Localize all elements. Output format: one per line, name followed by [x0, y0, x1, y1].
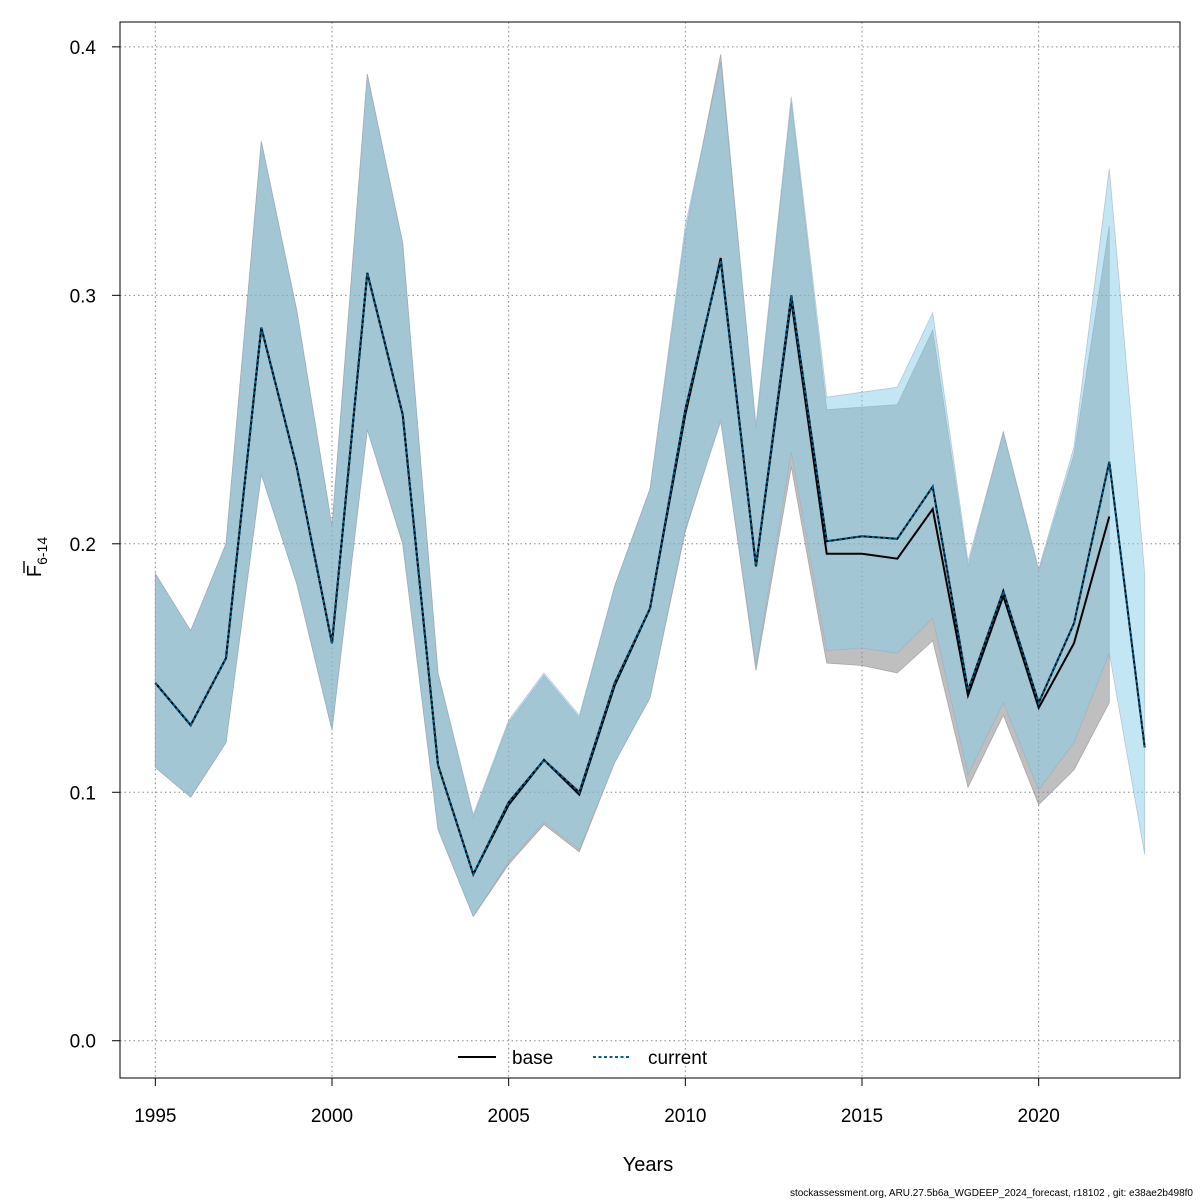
x-axis: 1995 2000 2005 2010 2015 2020 — [134, 1078, 1060, 1127]
y-tick-label-4: 0.4 — [70, 38, 97, 59]
x-tick-label-1995: 1995 — [134, 1106, 176, 1127]
y-axis: 0.0 0.1 0.2 0.3 0.4 — [70, 38, 120, 1053]
x-tick-label-2015: 2015 — [841, 1106, 883, 1127]
x-tick-label-2010: 2010 — [664, 1106, 706, 1127]
legend-current-label: current — [648, 1048, 708, 1069]
footer-caption: stockassessment.org, ARU.27.5b6a_WGDEEP_… — [790, 1188, 1193, 1199]
legend: base current — [458, 1048, 708, 1069]
y-axis-title: F6-14 — [23, 537, 50, 577]
series-lines — [154, 257, 1146, 877]
y-tick-label-2: 0.2 — [70, 535, 96, 556]
plot-frame — [119, 21, 1181, 1079]
svg-text:F6-14: F6-14 — [24, 537, 50, 577]
y-tick-label-0: 0.0 — [70, 1032, 96, 1053]
line-current — [154, 260, 1146, 877]
y-tick-label-3: 0.3 — [70, 286, 96, 307]
y-tick-label-1: 0.1 — [70, 783, 96, 804]
y-axis-title-main: F — [24, 565, 46, 577]
legend-base-label: base — [512, 1048, 553, 1069]
x-tick-label-2005: 2005 — [488, 1106, 530, 1127]
confidence-bands — [154, 54, 1146, 918]
y-axis-title-subscript: 6-14 — [34, 537, 50, 565]
x-tick-label-2000: 2000 — [311, 1106, 353, 1127]
x-tick-label-2020: 2020 — [1018, 1106, 1060, 1127]
x-axis-title: Years — [623, 1154, 673, 1176]
band-current — [154, 61, 1146, 918]
